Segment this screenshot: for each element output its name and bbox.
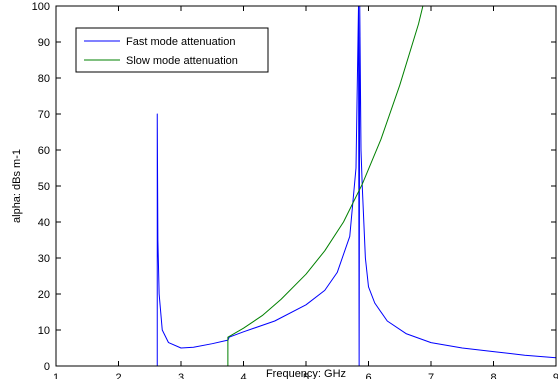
x-tick-label: 7: [428, 372, 434, 379]
x-tick-label: 3: [178, 372, 184, 379]
series-line-slow-mode: [56, 6, 424, 366]
y-tick-label: 30: [38, 253, 50, 265]
y-tick-label: 50: [38, 181, 50, 193]
x-tick-label: 4: [240, 372, 246, 379]
legend-label-slow-mode: Slow mode attenuation: [126, 55, 238, 67]
x-tick-label: 5: [303, 372, 309, 379]
legend-label-fast-mode: Fast mode attenuation: [126, 36, 235, 48]
y-tick-label: 70: [38, 109, 50, 121]
y-tick-label: 80: [38, 73, 50, 85]
legend-box: [75, 27, 269, 73]
y-axis-label: alpha: dBs m-1: [11, 149, 23, 223]
x-tick-label: 6: [365, 372, 371, 379]
y-tick-label: 20: [38, 289, 50, 301]
y-tick-label: 10: [38, 325, 50, 337]
series-layer: [56, 6, 556, 366]
y-tick-label: 90: [38, 37, 50, 49]
y-tick-label: 100: [32, 1, 50, 13]
legend: Fast mode attenuation Slow mode attenuat…: [75, 27, 269, 73]
y-tick-label: 60: [38, 145, 50, 157]
series-line-fast-mode: [56, 6, 556, 366]
x-tick-label: 1: [53, 372, 59, 379]
x-tick-label: 2: [115, 372, 121, 379]
y-tick-label: 40: [38, 217, 50, 229]
x-tick-label: 9: [553, 372, 558, 379]
x-axis-label: Frequency: GHz: [266, 368, 346, 379]
y-tick-label: 0: [44, 361, 50, 373]
x-tick-label: 8: [490, 372, 496, 379]
